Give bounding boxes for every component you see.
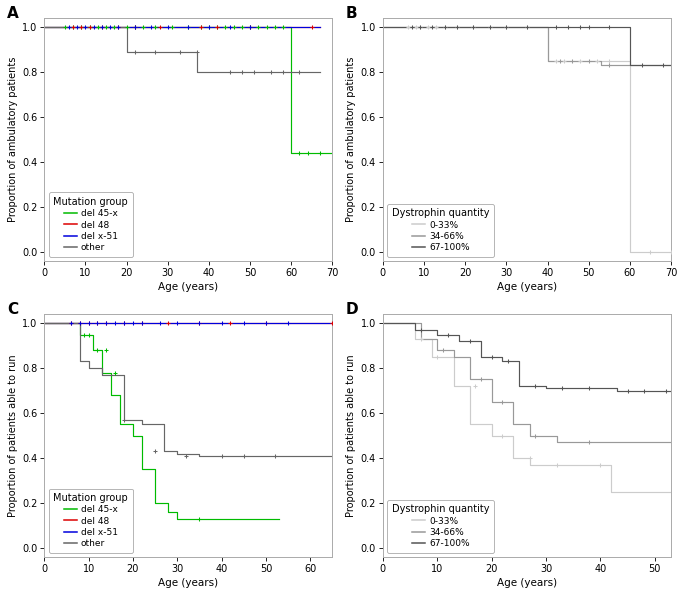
Legend: del 45-x, del 48, del x-51, other: del 45-x, del 48, del x-51, other xyxy=(49,489,133,552)
Legend: 0-33%, 34-66%, 67-100%: 0-33%, 34-66%, 67-100% xyxy=(388,500,494,552)
X-axis label: Age (years): Age (years) xyxy=(497,282,557,292)
Y-axis label: Proportion of ambulatory patients: Proportion of ambulatory patients xyxy=(347,57,356,222)
Y-axis label: Proportion of patients able to run: Proportion of patients able to run xyxy=(8,355,18,517)
Text: D: D xyxy=(345,302,358,317)
Y-axis label: Proportion of patients able to run: Proportion of patients able to run xyxy=(347,355,356,517)
Text: A: A xyxy=(7,6,18,21)
X-axis label: Age (years): Age (years) xyxy=(158,282,219,292)
X-axis label: Age (years): Age (years) xyxy=(497,578,557,588)
Legend: del 45-x, del 48, del x-51, other: del 45-x, del 48, del x-51, other xyxy=(49,193,133,256)
Legend: 0-33%, 34-66%, 67-100%: 0-33%, 34-66%, 67-100% xyxy=(388,204,494,256)
Text: B: B xyxy=(345,6,357,21)
Y-axis label: Proportion of ambulatory patients: Proportion of ambulatory patients xyxy=(8,57,18,222)
Text: C: C xyxy=(7,302,18,317)
X-axis label: Age (years): Age (years) xyxy=(158,578,219,588)
